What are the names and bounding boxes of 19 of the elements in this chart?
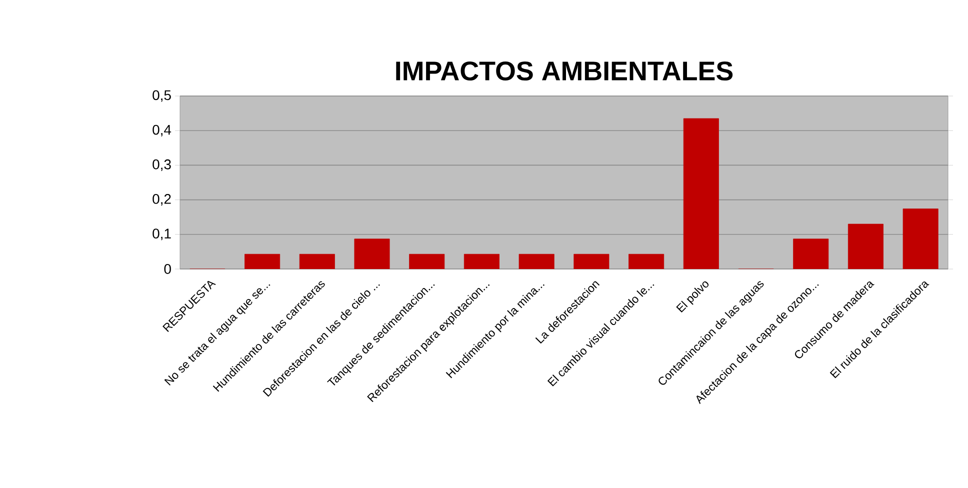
bar xyxy=(793,238,829,270)
y-tick-label: 0,3 xyxy=(152,159,171,171)
y-tick-label: 0 xyxy=(164,264,171,274)
bar xyxy=(848,224,884,270)
bar xyxy=(628,254,664,270)
bar xyxy=(244,254,280,270)
bar xyxy=(464,254,500,270)
bar xyxy=(902,208,938,270)
y-tick-label: 0,5 xyxy=(152,90,171,102)
bar xyxy=(574,254,610,270)
y-tick-label: 0,4 xyxy=(152,124,172,136)
bar xyxy=(409,254,445,270)
chart-title: IMPACTOS AMBIENTALES xyxy=(396,61,733,81)
y-tick-label: 0,2 xyxy=(152,194,171,206)
bar xyxy=(354,238,390,270)
bar xyxy=(518,254,554,270)
y-tick-label: 0,1 xyxy=(152,228,171,240)
bar xyxy=(683,118,719,270)
bar xyxy=(299,254,335,270)
